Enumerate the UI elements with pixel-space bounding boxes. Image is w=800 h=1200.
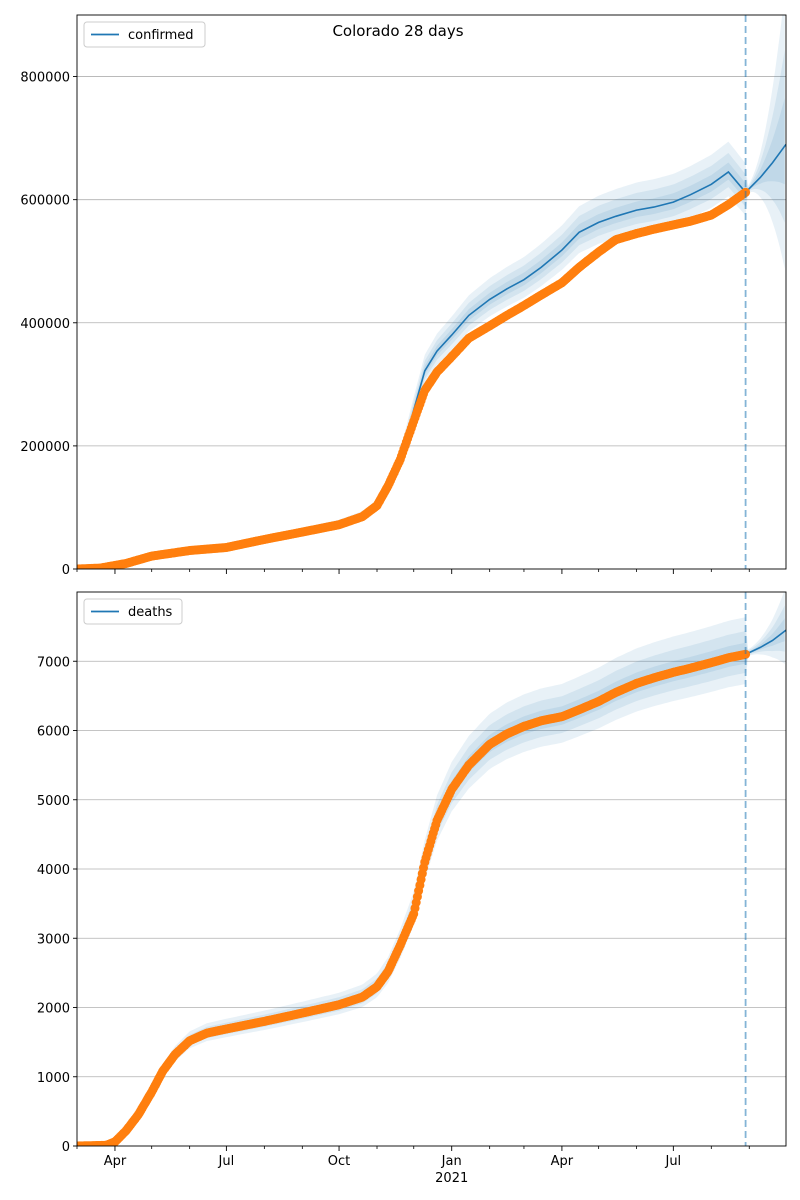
- deaths-panel: 0 1000 2000 3000 4000 5000 6000 7000 Apr Jul Oct Ja…: [37, 591, 787, 1186]
- deaths-band-0-1: [77, 631, 746, 1146]
- deaths-band-1-2: [745, 618, 785, 664]
- deaths-ytick-label-2: 2000: [37, 1002, 70, 1017]
- deaths-legend-box: [83, 598, 183, 625]
- confirmed-ytick-label-0: 0: [62, 563, 70, 578]
- deaths-ytick-label-5: 5000: [37, 794, 70, 809]
- deaths-xtick-label-3: Jan: [441, 1154, 462, 1169]
- deaths-ytick-label-4: 4000: [37, 863, 70, 878]
- year-label: 2021: [435, 1171, 468, 1186]
- confirmed-band-0-0: [77, 141, 746, 569]
- confirmed-ytick-label-2: 400000: [20, 317, 70, 332]
- deaths-ytick-label-1: 1000: [37, 1071, 70, 1086]
- deaths-band-1-1: [745, 605, 785, 673]
- confirmed-legend-label: confirmed: [128, 28, 194, 43]
- deaths-plot-area: [77, 592, 786, 1146]
- figure-title: Colorado 28 days: [332, 22, 463, 40]
- deaths-ytick-label-6: 6000: [37, 725, 70, 740]
- confirmed-band-1-2: [745, 98, 785, 200]
- deaths-observed-point-546: [741, 649, 751, 659]
- deaths-legend-label: deaths: [128, 605, 173, 620]
- confirmed-legend-box: [83, 21, 206, 48]
- deaths-xtick-label-2: Oct: [328, 1154, 350, 1169]
- deaths-band-0-2: [77, 642, 746, 1146]
- deaths-ytick-label-7: 7000: [37, 655, 70, 670]
- deaths-xtick-label-5: Jul: [664, 1154, 681, 1169]
- deaths-ytick-label-0: 0: [62, 1140, 70, 1155]
- confirmed-ytick-label-3: 600000: [20, 194, 70, 209]
- deaths-xtick-label-4: Apr: [551, 1154, 574, 1169]
- confirmed-band-1-0: [745, 15, 785, 269]
- deaths-ytick-label-3: 3000: [37, 932, 70, 947]
- deaths-model-line: [77, 629, 786, 1146]
- confirmed-band-0-1: [77, 153, 746, 569]
- confirmed-ytick-label-1: 200000: [20, 440, 70, 455]
- confirmed-band-1-1: [745, 50, 785, 223]
- confirmed-plot-area: [77, 15, 786, 569]
- deaths-xtick-label-1: Jul: [218, 1154, 235, 1169]
- confirmed-band-0-2: [77, 162, 746, 569]
- deaths-band-1-0: [745, 592, 785, 685]
- confirmed-ytick-label-4: 800000: [20, 71, 70, 86]
- deaths-xtick-label-0: Apr: [104, 1154, 127, 1169]
- confirmed-axes-frame: [76, 14, 787, 570]
- confirmed-panel: 0 200000 400000 600000 800000 confirmed: [20, 14, 787, 578]
